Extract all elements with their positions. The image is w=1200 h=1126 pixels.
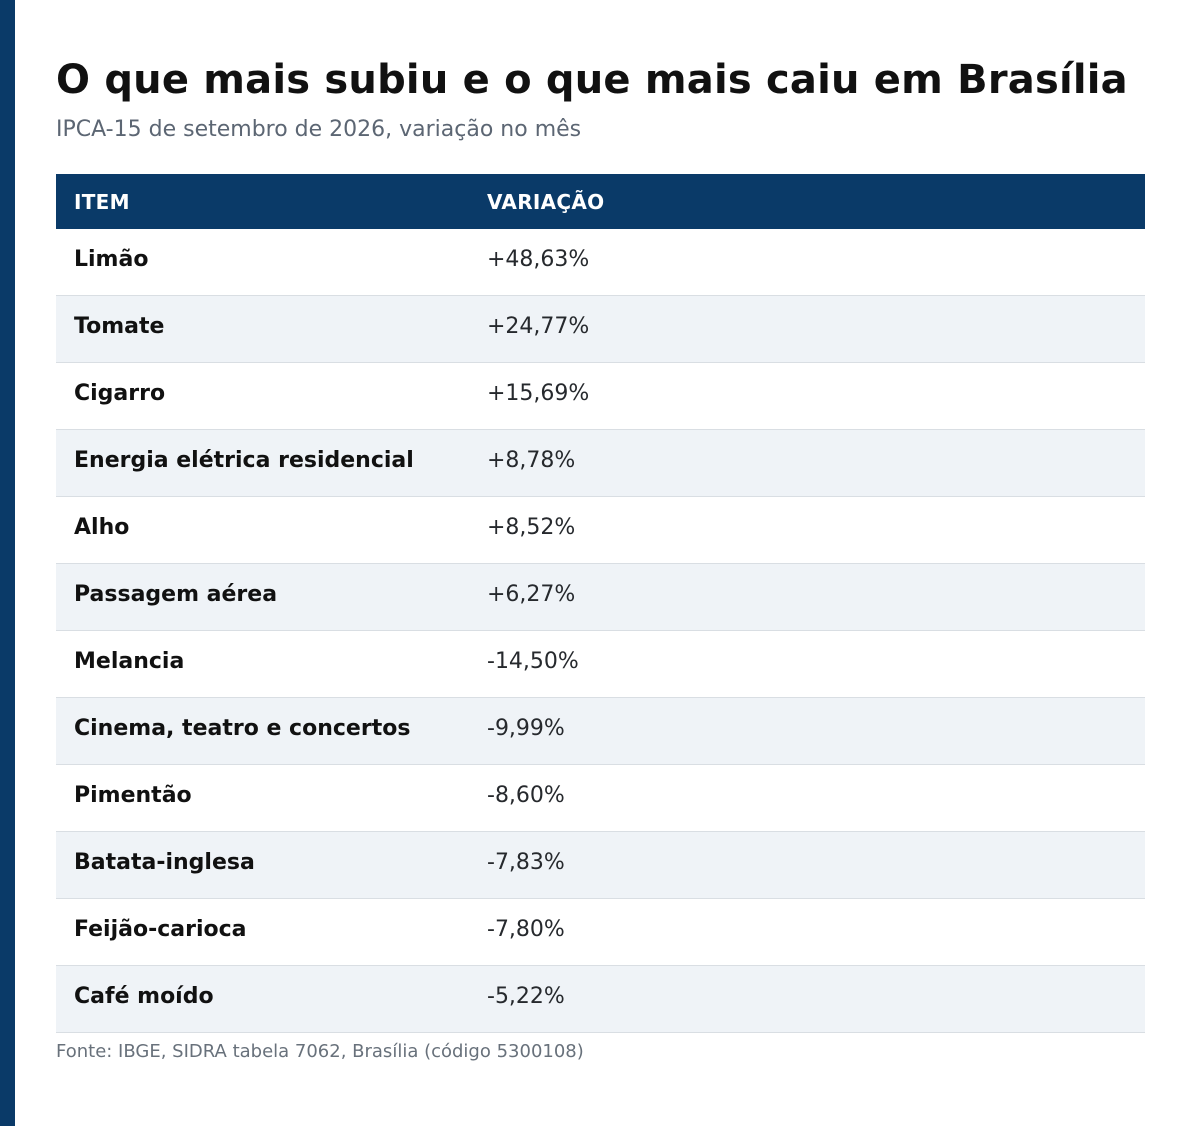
column-header-variation: VARIAÇÃO xyxy=(487,189,605,214)
item-name: Batata-inglesa xyxy=(74,850,255,875)
page-subtitle: IPCA-15 de setembro de 2026, variação no… xyxy=(56,117,582,142)
item-variation: +8,52% xyxy=(487,515,576,540)
item-name: Feijão-carioca xyxy=(74,917,247,942)
item-variation: -7,83% xyxy=(487,850,565,875)
item-variation: -8,60% xyxy=(487,783,565,808)
table-row: Café moído -5,22% xyxy=(56,965,1145,1033)
item-variation: -14,50% xyxy=(487,649,579,674)
item-name: Passagem aérea xyxy=(74,582,278,607)
table-row: Melancia -14,50% xyxy=(56,630,1145,698)
table-header: ITEM VARIAÇÃO xyxy=(56,174,1145,229)
item-variation: +15,69% xyxy=(487,381,590,406)
source-note: Fonte: IBGE, SIDRA tabela 7062, Brasília… xyxy=(56,1041,584,1062)
item-variation: +8,78% xyxy=(487,448,576,473)
item-variation: +24,77% xyxy=(487,314,590,339)
table-row: Tomate +24,77% xyxy=(56,295,1145,363)
item-name: Pimentão xyxy=(74,783,192,808)
item-name: Café moído xyxy=(74,984,214,1009)
price-variation-table: ITEM VARIAÇÃO Limão +48,63% Tomate +24,7… xyxy=(56,174,1145,1033)
table-header-row: ITEM VARIAÇÃO xyxy=(56,174,1145,229)
item-variation: -5,22% xyxy=(487,984,565,1009)
table-row: Batata-inglesa -7,83% xyxy=(56,831,1145,899)
table-row: Pimentão -8,60% xyxy=(56,764,1145,832)
item-name: Tomate xyxy=(74,314,165,339)
accent-bar xyxy=(0,0,15,1126)
item-variation: -7,80% xyxy=(487,917,565,942)
table-row: Limão +48,63% xyxy=(56,229,1145,296)
item-variation: -9,99% xyxy=(487,716,565,741)
item-name: Energia elétrica residencial xyxy=(74,448,414,473)
table-row: Cigarro +15,69% xyxy=(56,362,1145,430)
page-title: O que mais subiu e o que mais caiu em Br… xyxy=(56,57,1128,103)
column-header-item: ITEM xyxy=(74,189,130,214)
table-row: Passagem aérea +6,27% xyxy=(56,563,1145,631)
table-body: Limão +48,63% Tomate +24,77% Cigarro +15… xyxy=(56,229,1145,1033)
table-row: Alho +8,52% xyxy=(56,496,1145,564)
item-variation: +6,27% xyxy=(487,582,576,607)
item-variation: +48,63% xyxy=(487,247,590,272)
table-row: Feijão-carioca -7,80% xyxy=(56,898,1145,966)
table-row: Energia elétrica residencial +8,78% xyxy=(56,429,1145,497)
table-row: Cinema, teatro e concertos -9,99% xyxy=(56,697,1145,765)
item-name: Alho xyxy=(74,515,130,540)
item-name: Cinema, teatro e concertos xyxy=(74,716,411,741)
item-name: Cigarro xyxy=(74,381,166,406)
item-name: Limão xyxy=(74,247,149,272)
item-name: Melancia xyxy=(74,649,185,674)
